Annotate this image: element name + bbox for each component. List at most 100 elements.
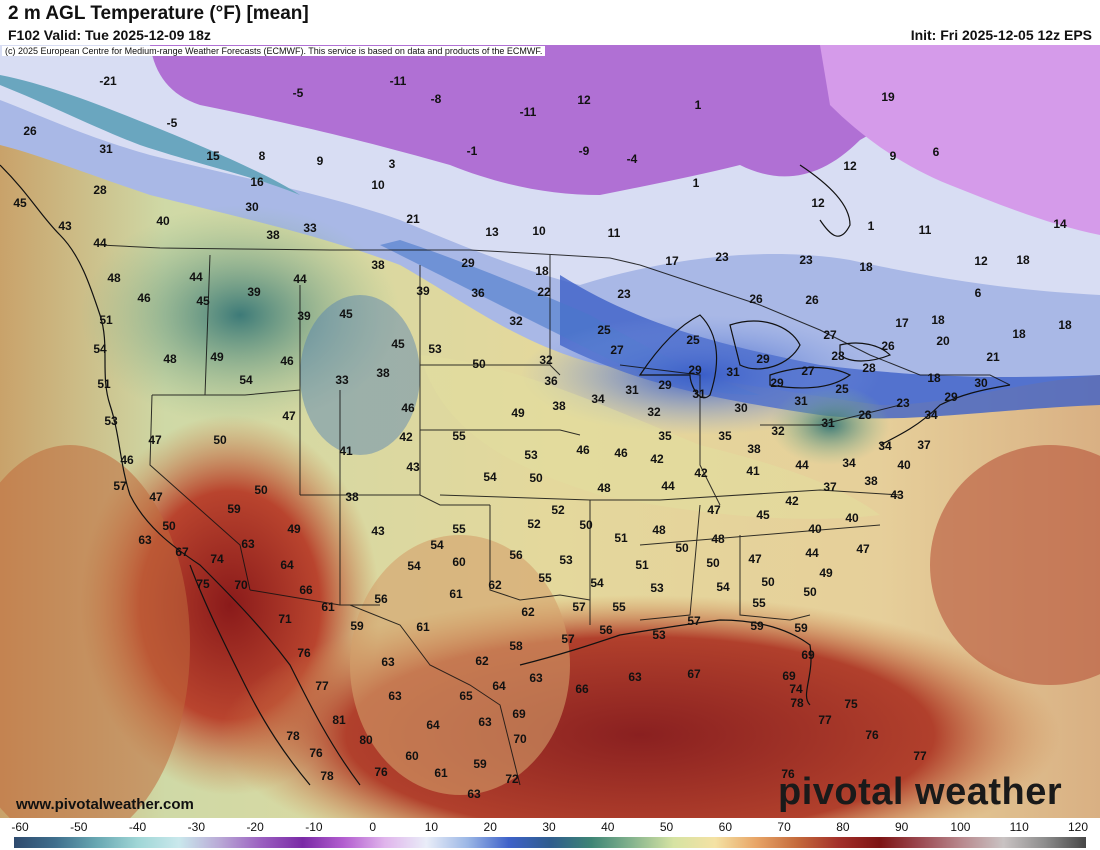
temperature-label: 46 <box>401 401 415 415</box>
temperature-label: 76 <box>309 746 323 760</box>
temperature-label: 26 <box>881 339 895 353</box>
temperature-label: 47 <box>282 409 296 423</box>
temperature-label: 38 <box>747 442 761 456</box>
colorbar-tick-label: 50 <box>659 820 674 834</box>
temperature-label: 46 <box>576 443 590 457</box>
temperature-label: 63 <box>478 715 492 729</box>
temperature-label: 28 <box>862 361 876 375</box>
temperature-label: 27 <box>823 328 837 342</box>
temperature-label: -1 <box>466 144 478 158</box>
temperature-label: 30 <box>245 200 259 214</box>
temperature-label: 63 <box>381 655 395 669</box>
temperature-label: 29 <box>658 378 672 392</box>
temperature-label: 44 <box>805 546 819 560</box>
colorbar-tick-label: 120 <box>1067 820 1089 834</box>
temperature-label: 40 <box>808 522 822 536</box>
temperature-label: 17 <box>895 316 909 330</box>
temperature-colorbar: -60 -50 -40 -30 -20 -10 0 10 20 30 40 50 60 70 80 90 100… <box>0 818 1100 850</box>
temperature-label: 54 <box>430 538 444 552</box>
pivotal-weather-logo: pivotal weather <box>778 771 1063 813</box>
temperature-label: 43 <box>406 460 420 474</box>
temperature-label: 6 <box>974 286 982 300</box>
temperature-label: 49 <box>210 350 224 364</box>
temperature-label: 29 <box>770 376 784 390</box>
temperature-label: 61 <box>416 620 430 634</box>
temperature-label: -9 <box>578 144 590 158</box>
temperature-label: 77 <box>315 679 329 693</box>
temperature-label: 9 <box>889 149 897 163</box>
temperature-label: 12 <box>811 196 825 210</box>
temperature-label: 1 <box>692 176 700 190</box>
temperature-label: 48 <box>163 352 177 366</box>
temperature-label: 43 <box>371 524 385 538</box>
temperature-label: 18 <box>927 371 941 385</box>
temperature-label: 61 <box>434 766 448 780</box>
temperature-label: 20 <box>936 334 950 348</box>
temperature-label: 34 <box>842 456 856 470</box>
temperature-label: 50 <box>213 433 227 447</box>
temperature-label: 47 <box>149 490 163 504</box>
temperature-label: 64 <box>492 679 506 693</box>
temperature-label: 58 <box>509 639 523 653</box>
temperature-label: 54 <box>716 580 730 594</box>
temperature-label: 26 <box>858 408 872 422</box>
colorbar-tick-label: -60 <box>11 820 29 834</box>
temperature-label: 39 <box>416 284 430 298</box>
init-time: Init: Fri 2025-12-05 12z EPS <box>910 27 1092 43</box>
temperature-label: 53 <box>652 628 666 642</box>
temperature-label: 76 <box>374 765 388 779</box>
temperature-label: 28 <box>93 183 107 197</box>
temperature-label: 69 <box>801 648 815 662</box>
temperature-label: 77 <box>818 713 832 727</box>
colorbar-tick-label: 40 <box>601 820 615 834</box>
temperature-label: 47 <box>748 552 762 566</box>
temperature-label: 59 <box>350 619 364 633</box>
colorbar-tick-label: 70 <box>777 820 791 834</box>
temperature-label: 41 <box>746 464 760 478</box>
temperature-label: 18 <box>859 260 873 274</box>
temperature-label: 48 <box>652 523 666 537</box>
temperature-label: 21 <box>406 212 420 226</box>
temperature-label: 50 <box>254 483 268 497</box>
colorbar-tick-label: -50 <box>70 820 88 834</box>
temperature-label: 55 <box>452 522 466 536</box>
colorbar-tick-label: 110 <box>1009 820 1029 834</box>
temperature-label: -4 <box>626 152 638 166</box>
temperature-label: 67 <box>687 667 701 681</box>
temperature-label: 41 <box>339 444 353 458</box>
temperature-label: 25 <box>597 323 611 337</box>
colorbar-tick-label: 100 <box>950 820 971 834</box>
temperature-label: 43 <box>58 219 72 233</box>
colorbar-tick-label: 10 <box>424 820 439 834</box>
temperature-label: 29 <box>688 363 702 377</box>
temperature-label: -11 <box>389 74 407 88</box>
temperature-label: 78 <box>320 769 334 783</box>
temperature-label: 62 <box>521 605 535 619</box>
temperature-label: 63 <box>467 787 481 801</box>
temperature-label: 45 <box>391 337 405 351</box>
temperature-label: 47 <box>707 503 721 517</box>
temperature-label: 22 <box>537 285 551 299</box>
temperature-label: 1 <box>694 98 702 112</box>
temperature-label: 55 <box>538 571 552 585</box>
colorbar-tick-label: -40 <box>128 820 147 834</box>
temperature-label: 38 <box>864 474 878 488</box>
temperature-label: 23 <box>715 250 729 264</box>
colorbar-tick-label: 30 <box>542 820 556 834</box>
temperature-label: 40 <box>845 511 859 525</box>
temperature-label: 10 <box>371 178 385 192</box>
temperature-label: 3 <box>388 157 396 171</box>
temperature-label: 51 <box>97 377 111 391</box>
temperature-label: 26 <box>749 292 763 306</box>
temperature-label: 61 <box>449 587 463 601</box>
temperature-label: 44 <box>661 479 675 493</box>
temperature-label: 44 <box>189 270 203 284</box>
temperature-label: 28 <box>831 349 845 363</box>
colorbar-strip <box>14 837 1086 848</box>
temperature-label: 44 <box>93 236 107 250</box>
temperature-label: 42 <box>399 430 413 444</box>
website-url[interactable]: www.pivotalweather.com <box>16 796 194 813</box>
temperature-label: 55 <box>752 596 766 610</box>
temperature-label: 8 <box>258 149 266 163</box>
temperature-label: 76 <box>865 728 879 742</box>
